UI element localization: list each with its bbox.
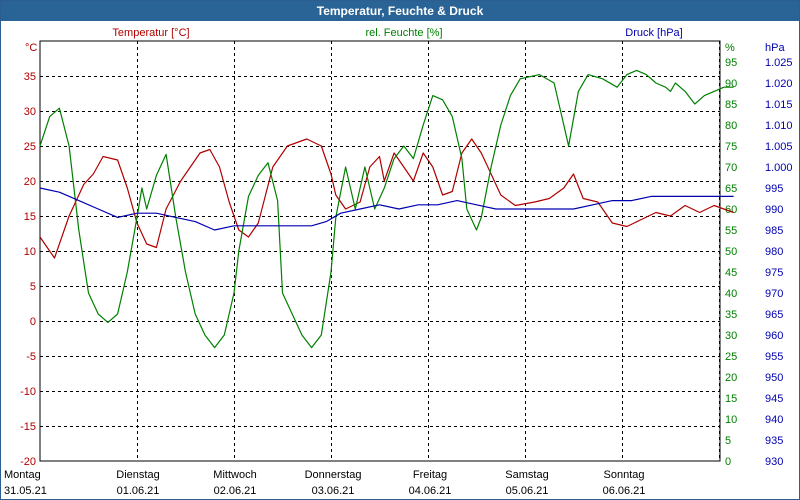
- x-tick-day-label: Freitag: [413, 469, 447, 481]
- humidity-tick-label: 75: [725, 141, 737, 153]
- pressure-axis-title: Druck [hPa]: [625, 27, 682, 39]
- humidity-tick-label: 0: [725, 456, 731, 468]
- humidity-tick-label: 65: [725, 183, 737, 195]
- x-tick-date-label: 06.06.21: [603, 485, 646, 497]
- temperature-tick-label: 0: [30, 316, 36, 328]
- humidity-tick-label: 30: [725, 330, 737, 342]
- x-tick-date-label: 03.06.21: [312, 485, 355, 497]
- pressure-tick-label: 935: [765, 435, 783, 447]
- temperature-tick-label: -15: [20, 421, 36, 433]
- pressure-series-line: [39, 187, 734, 231]
- humidity-tick-label: 45: [725, 267, 737, 279]
- pressure-tick-label: 930: [765, 456, 783, 468]
- humidity-tick-label: 90: [725, 78, 737, 90]
- x-tick-day-label: Donnerstag: [305, 469, 362, 481]
- x-tick-day-label: Samstag: [505, 469, 548, 481]
- pressure-tick-label: 945: [765, 393, 783, 405]
- temperature-unit-label: °C: [25, 42, 37, 54]
- x-tick-date-label: 31.05.21: [4, 485, 47, 497]
- pressure-tick-label: 960: [765, 330, 783, 342]
- pressure-tick-label: 950: [765, 372, 783, 384]
- x-tick-date-label: 01.06.21: [117, 485, 160, 497]
- humidity-tick-label: 60: [725, 204, 737, 216]
- humidity-unit-label: %: [725, 42, 735, 54]
- pressure-tick-label: 975: [765, 267, 783, 279]
- pressure-tick-label: 965: [765, 309, 783, 321]
- humidity-tick-label: 15: [725, 393, 737, 405]
- humidity-tick-label: 25: [725, 351, 737, 363]
- pressure-tick-label: 955: [765, 351, 783, 363]
- humidity-tick-label: 50: [725, 246, 737, 258]
- humidity-series-line: [39, 69, 734, 349]
- pressure-tick-label: 1.005: [765, 141, 793, 153]
- humidity-tick-label: 20: [725, 372, 737, 384]
- temperature-series-line: [39, 138, 734, 259]
- temperature-tick-label: 30: [24, 106, 36, 118]
- pressure-tick-label: 970: [765, 288, 783, 300]
- temperature-tick-label: -20: [20, 456, 36, 468]
- humidity-tick-label: 35: [725, 309, 737, 321]
- temperature-tick-label: 20: [24, 176, 36, 188]
- temperature-tick-label: 15: [24, 211, 36, 223]
- humidity-tick-label: 85: [725, 99, 737, 111]
- pressure-tick-label: 995: [765, 183, 783, 195]
- pressure-tick-label: 1.025: [765, 57, 793, 69]
- x-tick-date-label: 05.06.21: [506, 485, 549, 497]
- pressure-tick-label: 1.010: [765, 120, 793, 132]
- temperature-tick-label: 35: [24, 71, 36, 83]
- humidity-tick-label: 55: [725, 225, 737, 237]
- chart-plot: -20 -15 -10 -5 0 5 10 15 20 25 30 35 °C 0 5 10 15 20 25 30 3…: [4, 27, 793, 497]
- x-tick-date-label: 02.06.21: [214, 485, 257, 497]
- x-tick-date-label: 04.06.21: [409, 485, 452, 497]
- humidity-tick-label: 95: [725, 57, 737, 69]
- temperature-tick-label: -10: [20, 386, 36, 398]
- temperature-tick-label: 5: [30, 281, 36, 293]
- humidity-tick-label: 80: [725, 120, 737, 132]
- x-tick-day-label: Dienstag: [116, 469, 159, 481]
- pressure-tick-label: 1.020: [765, 78, 793, 90]
- pressure-tick-label: 940: [765, 414, 783, 426]
- temperature-axis-title: Temperatur [°C]: [112, 27, 189, 39]
- x-tick-day-label: Mittwoch: [213, 469, 256, 481]
- window-title: Temperatur, Feuchte & Druck: [1, 1, 799, 21]
- temperature-tick-label: -5: [26, 351, 36, 363]
- x-tick-day-label: Sonntag: [604, 469, 645, 481]
- pressure-tick-label: 1.015: [765, 99, 793, 111]
- pressure-tick-label: 985: [765, 225, 783, 237]
- humidity-axis-title: rel. Feuchte [%]: [365, 27, 442, 39]
- temperature-tick-label: 25: [24, 141, 36, 153]
- humidity-tick-label: 5: [725, 435, 731, 447]
- pressure-tick-label: 990: [765, 204, 783, 216]
- pressure-unit-label: hPa: [765, 42, 785, 54]
- pressure-tick-label: 980: [765, 246, 783, 258]
- temperature-tick-label: 10: [24, 246, 36, 258]
- humidity-tick-label: 40: [725, 288, 737, 300]
- humidity-tick-label: 10: [725, 414, 737, 426]
- pressure-tick-label: 1.000: [765, 162, 793, 174]
- humidity-tick-label: 70: [725, 162, 737, 174]
- x-tick-day-label: Montag: [4, 469, 41, 481]
